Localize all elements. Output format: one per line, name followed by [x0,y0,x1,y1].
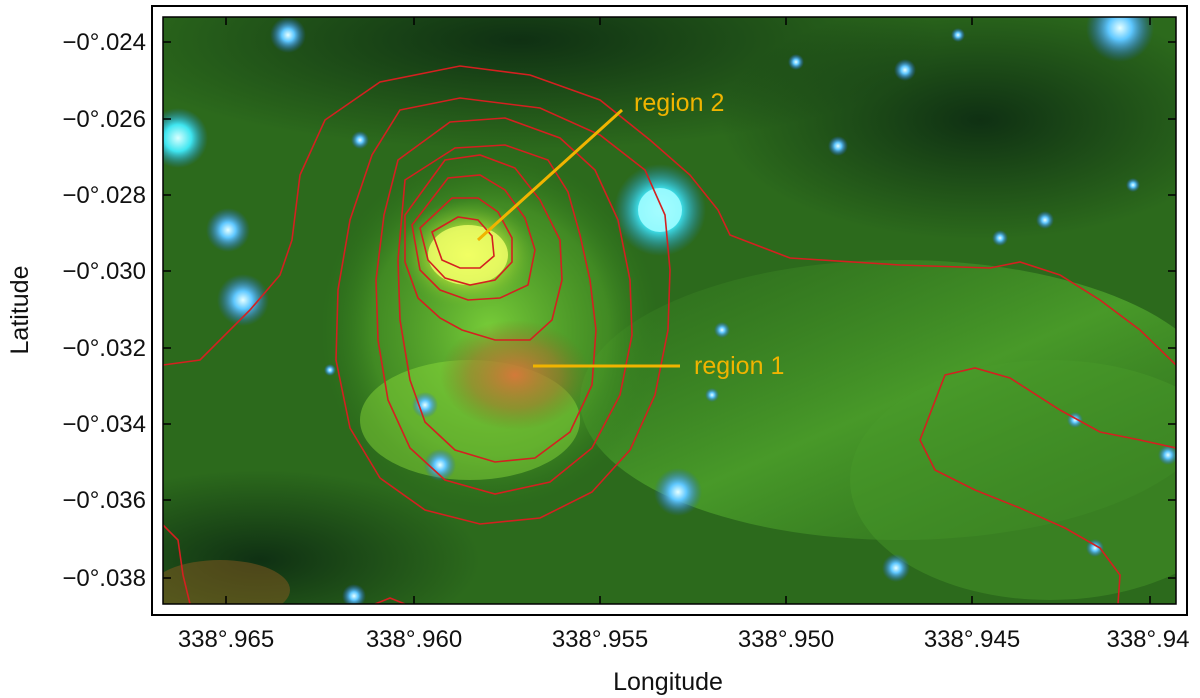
y-tick-label: −0°.038 [62,565,146,592]
star-field [163,17,1176,604]
annotation-line [476,108,624,242]
x-tick-label: 338°.955 [552,626,648,653]
x-tick-label: 338°.94 [1106,626,1189,653]
y-tick-label: −0°.028 [62,182,146,209]
x-tick-label: 338°.960 [366,626,462,653]
x-axis-label: Longitude [613,668,723,696]
annotation-region-2: region 2 [476,89,724,242]
annotation-label: region 2 [634,89,724,117]
y-tick-label: −0°.026 [62,106,146,133]
y-tick-label: −0°.036 [62,487,146,514]
contour-lines [163,65,1176,604]
y-tick-label: −0°.034 [62,411,146,438]
sky-image [163,17,1176,604]
x-tick-label: 338°.950 [738,626,834,653]
x-tick-label: 338°.965 [178,626,274,653]
y-tick-label: −0°.024 [62,29,146,56]
y-axis-label: Latitude [6,266,34,355]
x-axis-ticks: 338°.965 338°.960 338°.955 338°.950 338°.945… [178,17,1190,653]
axes-box [151,5,1188,616]
y-tick-label: −0°.030 [62,258,146,285]
annotation-region-1: region 1 [533,352,784,380]
y-tick-label: −0°.032 [62,335,146,362]
x-tick-label: 338°.945 [924,626,1020,653]
plot-frame [162,16,1177,605]
y-axis-ticks: −0°.024 −0°.026 −0°.028 −0°.030 −0°.032 −0°.0… [62,29,1176,592]
annotation-label: region 1 [694,352,784,380]
